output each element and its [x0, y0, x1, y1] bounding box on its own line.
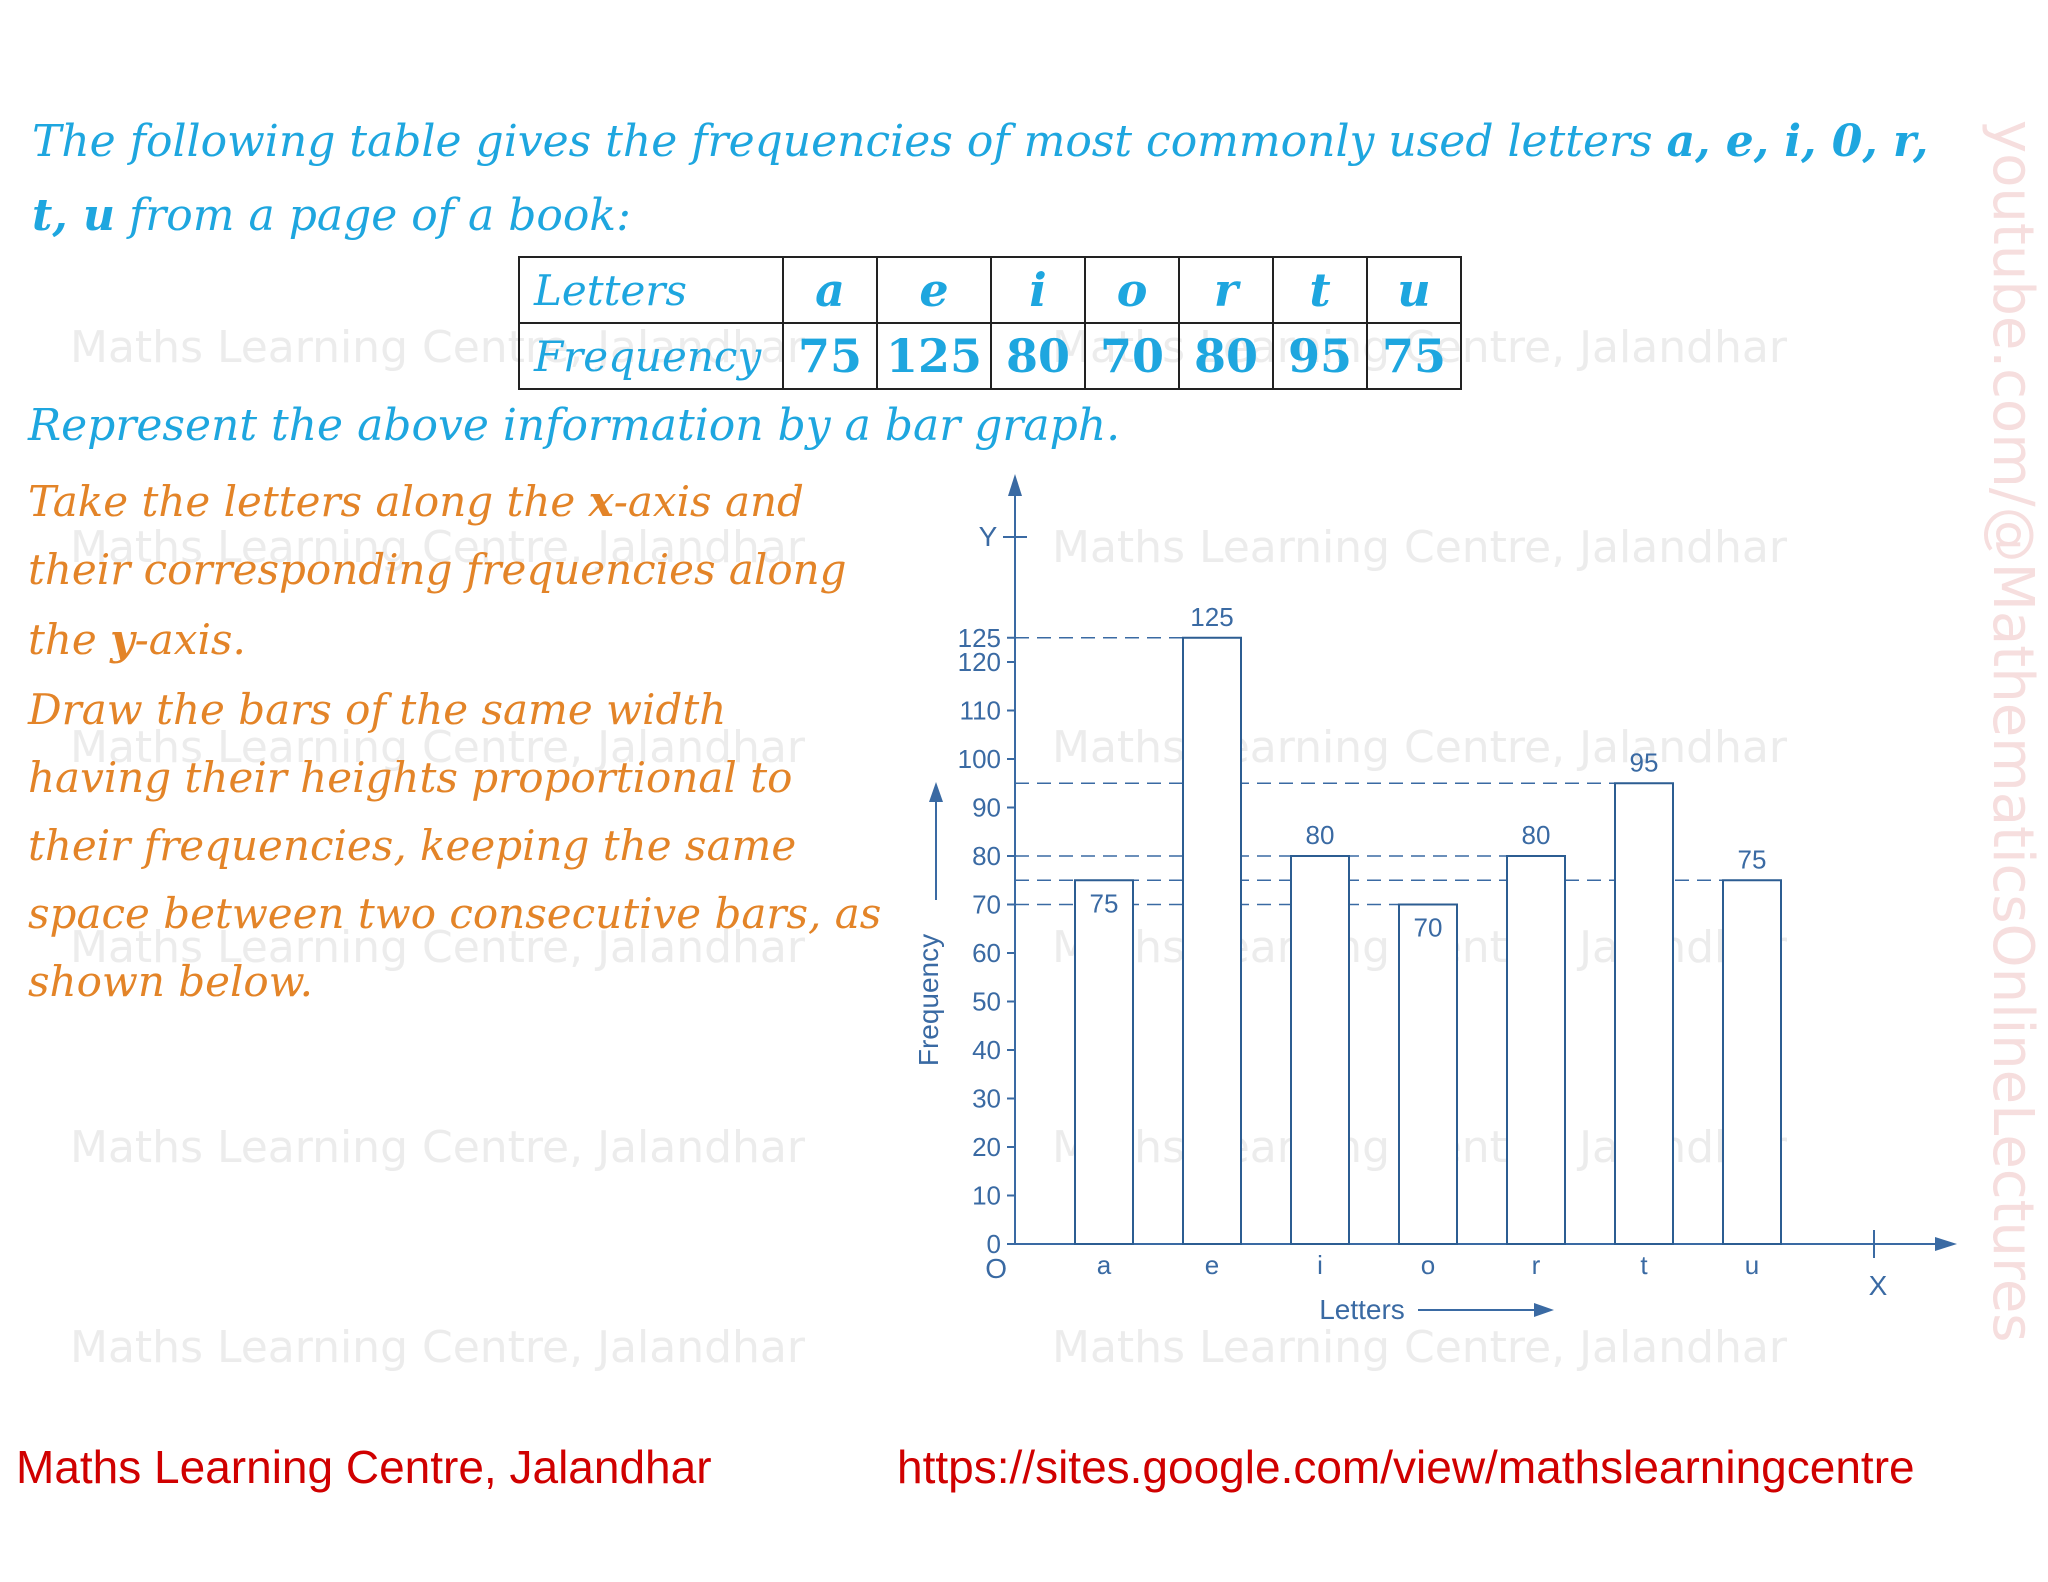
watermark: Maths Learning Centre, Jalandhar — [1052, 522, 1787, 573]
solution-text: the — [28, 615, 97, 664]
side-watermark: youtube.com/@MathematicsOnlineLectures — [1980, 120, 2045, 1343]
y-tick-label: 90 — [972, 793, 1001, 823]
table-cell: u — [1366, 256, 1463, 324]
instruction-text: Represent the above information by a bar… — [28, 400, 1121, 451]
bar — [1506, 855, 1566, 1245]
y-title-arrow-icon — [929, 782, 943, 802]
watermark: Maths Learning Centre, Jalandhar — [1052, 1322, 1787, 1373]
table-cell: 70 — [1084, 322, 1181, 390]
table-header-frequency: Frequency — [518, 322, 784, 390]
frequency-table: Letters a e i o r t u Frequency 75 125 8… — [518, 256, 1463, 390]
solution-line-6: their frequencies, keeping the same — [28, 821, 797, 870]
y-tick-label: 30 — [972, 1084, 1001, 1114]
question-text: The following table gives the frequencie… — [32, 116, 1653, 167]
bar — [1290, 855, 1350, 1245]
bar — [1722, 879, 1782, 1245]
solution-line-3: the y-axis. — [28, 606, 246, 674]
data-label: 80 — [1522, 820, 1551, 850]
x-tick-label: i — [1317, 1250, 1323, 1280]
solution-line-2: their corresponding frequencies along — [28, 545, 847, 594]
solution-line-1: Take the letters along the x-axis and — [28, 468, 804, 536]
table-cell: o — [1084, 256, 1181, 324]
footer-url: https://sites.google.com/view/mathslearn… — [897, 1441, 1915, 1493]
bar — [1614, 782, 1674, 1245]
y-tick-label: 70 — [972, 890, 1001, 920]
footer-left: Maths Learning Centre, Jalandhar — [16, 1441, 712, 1493]
question-line-2: t, u from a page of a book: — [32, 190, 631, 241]
data-label: 125 — [1190, 602, 1233, 632]
variable-x: x — [588, 477, 614, 526]
y-axis-title: Frequency — [913, 934, 944, 1066]
x-axis-letter: X — [1869, 1270, 1888, 1301]
table-cell: 75 — [1366, 322, 1463, 390]
table-cell: 95 — [1272, 322, 1369, 390]
solution-line-5: having their heights proportional to — [28, 753, 793, 802]
table-cell: a — [782, 256, 878, 324]
data-label: 75 — [1090, 888, 1119, 918]
data-label: 75 — [1738, 844, 1767, 874]
table-cell: 125 — [875, 322, 993, 390]
y-axis-letter: Y — [979, 521, 998, 552]
table-cell: r — [1178, 256, 1275, 324]
origin-label: O — [985, 1253, 1007, 1284]
y-tick-label: 80 — [972, 841, 1001, 871]
y-tick-label: 20 — [972, 1132, 1001, 1162]
bar — [1182, 636, 1242, 1245]
table-row-letters: Letters a e i o r t u — [518, 256, 1463, 324]
y-tick-label: 100 — [958, 744, 1001, 774]
y-tick-label: 0 — [987, 1229, 1001, 1259]
data-label: 95 — [1630, 747, 1659, 777]
y-tick-label: 110 — [960, 696, 1001, 726]
x-tick-label: e — [1205, 1250, 1219, 1280]
y-tick-label: 40 — [972, 1035, 1001, 1065]
x-tick-label: a — [1097, 1250, 1112, 1280]
table-cell: i — [990, 256, 1087, 324]
x-axis-arrow-icon — [1935, 1237, 1957, 1251]
solution-line-7: space between two consecutive bars, as — [28, 889, 882, 938]
question-letters: t, u — [32, 190, 115, 241]
table-cell: 80 — [1178, 322, 1275, 390]
data-label: 80 — [1306, 820, 1335, 850]
y-tick-label: 50 — [972, 987, 1001, 1017]
x-title-arrow-icon — [1534, 1303, 1554, 1317]
watermark: Maths Learning Centre, Jalandhar — [70, 1122, 805, 1173]
table-row-frequency: Frequency 75 125 80 70 80 95 75 — [518, 322, 1463, 390]
watermark: Maths Learning Centre, Jalandhar — [70, 922, 805, 973]
x-tick-label: o — [1421, 1250, 1435, 1280]
watermark: Maths Learning Centre, Jalandhar — [70, 722, 805, 773]
variable-y: y — [110, 615, 135, 664]
table-cell: 75 — [782, 322, 878, 390]
x-axis-title: Letters — [1319, 1294, 1405, 1325]
x-tick-label: u — [1745, 1250, 1759, 1280]
solution-text: -axis. — [134, 615, 246, 664]
y-axis-arrow-icon — [1008, 474, 1022, 496]
table-header-letters: Letters — [518, 256, 784, 324]
bar — [1074, 879, 1134, 1245]
data-label: 70 — [1414, 913, 1443, 943]
x-tick-label: r — [1532, 1250, 1541, 1280]
y-tick-label: 60 — [972, 938, 1001, 968]
solution-line-4: Draw the bars of the same width — [28, 685, 727, 734]
x-tick-label: t — [1640, 1250, 1648, 1280]
watermark: Maths Learning Centre, Jalandhar — [70, 1322, 805, 1373]
table-cell: e — [875, 256, 993, 324]
bar — [1398, 903, 1458, 1245]
watermark: Maths Learning Centre, Jalandhar — [1052, 722, 1787, 773]
table-cell: t — [1272, 256, 1369, 324]
watermark: Maths Learning Centre, Jalandhar — [70, 522, 805, 573]
y-tick-label: 125 — [958, 623, 1001, 653]
table-cell: 80 — [990, 322, 1087, 390]
y-tick-label: 120 — [958, 647, 1001, 677]
solution-text: -axis and — [613, 477, 804, 526]
question-line-1: The following table gives the frequencie… — [32, 116, 1928, 167]
solution-text: Take the letters along the — [28, 477, 576, 526]
question-text: from a page of a book: — [128, 190, 631, 241]
question-letters: a, e, i, 0, r, — [1666, 116, 1929, 167]
y-tick-label: 10 — [972, 1181, 1001, 1211]
solution-line-8: shown below. — [28, 957, 314, 1006]
